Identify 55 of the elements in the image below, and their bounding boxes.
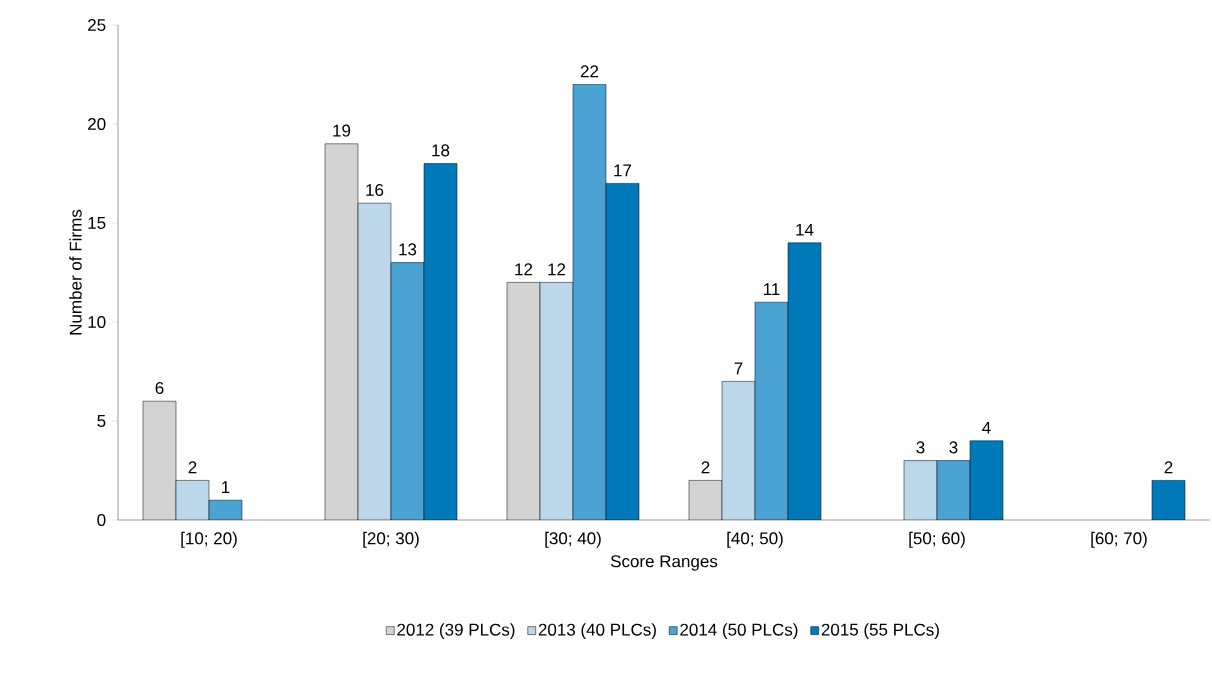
data-label: 19 — [333, 124, 351, 137]
data-label: 3 — [949, 441, 958, 454]
data-label: 18 — [432, 144, 450, 157]
x-tick-label: [30; 40) — [545, 531, 601, 548]
bar — [176, 480, 209, 520]
bar — [143, 401, 176, 520]
y-tick-label: 25 — [88, 18, 106, 32]
legend-label: 2014 (50 PLCs) — [680, 623, 798, 640]
data-label: 1 — [222, 481, 230, 493]
bar — [936, 460, 971, 520]
data-label: 2 — [1164, 461, 1173, 474]
y-axis-title: Number of Firms — [69, 209, 82, 335]
x-tick-label: [10; 20) — [181, 531, 237, 548]
bar — [969, 440, 1003, 520]
bar — [688, 480, 723, 520]
bar — [754, 302, 788, 520]
data-label: 16 — [366, 183, 384, 197]
data-label: 3 — [916, 441, 925, 454]
bar — [787, 242, 821, 520]
bar — [423, 163, 457, 520]
x-axis-title: Score Ranges — [610, 555, 718, 571]
y-tick-label: 15 — [88, 217, 106, 229]
legend-label: 2015 (55 PLCs) — [821, 623, 939, 640]
x-tick-label: [50; 60) — [909, 531, 965, 548]
y-tick-label: 10 — [88, 315, 106, 329]
bar — [722, 381, 755, 520]
bar — [605, 183, 639, 520]
data-label: 4 — [982, 421, 991, 434]
data-label: 14 — [796, 223, 814, 236]
y-tick-label: 0 — [97, 513, 106, 527]
data-label: 7 — [734, 362, 743, 375]
data-label: 22 — [580, 65, 599, 78]
legend-label: 2012 (39 PLCs) — [397, 623, 515, 640]
data-label: 12 — [515, 263, 533, 276]
y-tick-label: 20 — [88, 117, 106, 131]
bar — [573, 84, 606, 520]
data-label: 6 — [155, 381, 164, 395]
x-tick-label: [60; 70) — [1091, 531, 1147, 548]
legend-label: 2013 (40 PLCs) — [538, 623, 656, 640]
data-label: 17 — [614, 164, 632, 177]
data-label: 2 — [701, 461, 710, 474]
y-tick-label: 5 — [97, 415, 106, 427]
x-tick-label: [40; 50) — [727, 531, 783, 548]
data-label: 13 — [399, 243, 417, 256]
bar — [540, 282, 573, 520]
data-label: 12 — [548, 263, 566, 276]
data-label: 2 — [188, 461, 197, 474]
x-tick-label: [20; 30) — [363, 531, 419, 548]
bar — [1151, 480, 1186, 520]
bar — [391, 262, 424, 520]
bar — [358, 203, 391, 520]
bar — [507, 282, 540, 520]
data-label: 11 — [763, 283, 780, 295]
bar — [325, 143, 358, 520]
bar — [903, 460, 938, 520]
